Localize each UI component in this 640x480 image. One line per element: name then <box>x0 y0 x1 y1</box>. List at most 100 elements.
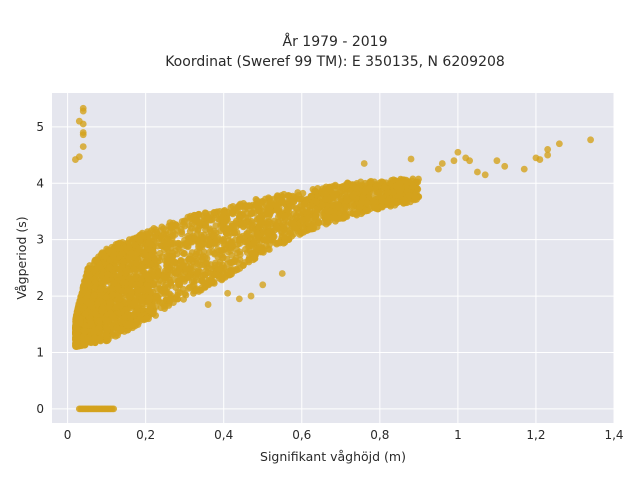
data-point <box>193 260 201 267</box>
data-point <box>137 276 145 283</box>
data-point <box>377 193 385 201</box>
data-point <box>108 285 116 292</box>
data-point <box>174 239 182 247</box>
data-point <box>330 194 337 202</box>
data-point <box>299 206 306 214</box>
data-point <box>311 187 319 195</box>
data-point <box>349 202 357 210</box>
data-point <box>390 176 397 184</box>
data-point <box>164 265 172 273</box>
data-point <box>396 191 403 198</box>
data-point <box>91 279 99 286</box>
data-point <box>290 220 298 227</box>
data-point <box>205 264 213 272</box>
data-point <box>555 140 563 148</box>
data-point <box>210 271 218 279</box>
data-point <box>223 268 231 276</box>
data-point <box>72 314 80 322</box>
data-point <box>125 244 133 251</box>
data-point <box>299 216 306 224</box>
data-point <box>204 236 212 244</box>
data-point <box>103 293 110 301</box>
data-point <box>159 287 166 295</box>
data-point <box>105 247 112 254</box>
data-point <box>306 225 314 233</box>
data-point <box>128 249 135 257</box>
data-point <box>359 194 367 202</box>
data-point <box>369 198 377 206</box>
data-point <box>389 188 397 196</box>
data-point <box>349 192 357 200</box>
data-point <box>256 243 264 251</box>
data-point <box>454 148 462 156</box>
chart-subtitle: Koordinat (Sweref 99 TM): E 350135, N 62… <box>165 54 505 70</box>
data-point <box>206 226 214 234</box>
data-point <box>274 239 282 247</box>
x-tick-label: 0,2 <box>136 428 155 442</box>
data-point <box>248 249 256 257</box>
data-point <box>363 199 371 207</box>
data-point <box>91 334 99 342</box>
data-point <box>284 191 292 199</box>
data-point <box>138 229 146 237</box>
data-point <box>212 237 220 245</box>
data-point <box>474 168 481 176</box>
y-tick-label: 5 <box>36 120 44 134</box>
data-point <box>520 165 528 173</box>
data-point <box>146 294 154 301</box>
data-point <box>132 259 140 267</box>
data-point <box>438 160 446 167</box>
data-point <box>219 254 226 262</box>
data-point <box>414 185 422 193</box>
data-point <box>106 264 114 272</box>
data-point <box>127 289 135 297</box>
data-point <box>233 245 240 253</box>
data-point <box>81 281 89 289</box>
data-point <box>298 229 305 237</box>
data-point <box>434 165 442 173</box>
data-point <box>481 171 489 179</box>
data-point <box>343 197 351 205</box>
data-point <box>273 205 281 213</box>
data-point <box>109 291 117 299</box>
data-point <box>166 294 174 301</box>
data-point <box>149 268 157 275</box>
x-tick-label: 0 <box>64 428 72 442</box>
data-point <box>247 292 255 300</box>
x-tick-label: 1 <box>454 428 462 442</box>
data-point <box>207 276 215 284</box>
chart-title: År 1979 - 2019 <box>283 33 388 50</box>
data-point <box>255 223 263 231</box>
data-point <box>184 232 192 240</box>
data-point <box>122 267 130 275</box>
data-point <box>227 247 235 255</box>
data-point <box>153 285 161 293</box>
data-point <box>235 214 243 222</box>
data-point <box>128 238 136 246</box>
data-point <box>264 229 272 237</box>
data-point <box>249 256 257 264</box>
data-point <box>98 307 106 315</box>
data-point <box>361 187 369 194</box>
y-tick-label: 3 <box>36 233 44 247</box>
data-point <box>186 215 193 223</box>
data-point <box>267 236 275 244</box>
data-point <box>239 219 247 227</box>
data-point <box>73 331 81 339</box>
data-point <box>196 219 204 226</box>
data-point <box>313 198 320 206</box>
data-point <box>182 265 190 273</box>
data-point <box>501 162 509 170</box>
data-point <box>318 201 326 209</box>
data-point <box>259 281 267 289</box>
data-point <box>198 277 206 284</box>
data-point <box>135 245 143 253</box>
data-point <box>265 218 273 226</box>
data-point <box>246 242 253 249</box>
y-tick-label: 2 <box>36 289 44 303</box>
y-tick-label: 0 <box>36 402 44 416</box>
data-point <box>408 177 416 185</box>
x-axis-title: Signifikant våghöjd (m) <box>260 449 406 464</box>
data-point <box>188 267 196 275</box>
data-point <box>146 246 154 253</box>
